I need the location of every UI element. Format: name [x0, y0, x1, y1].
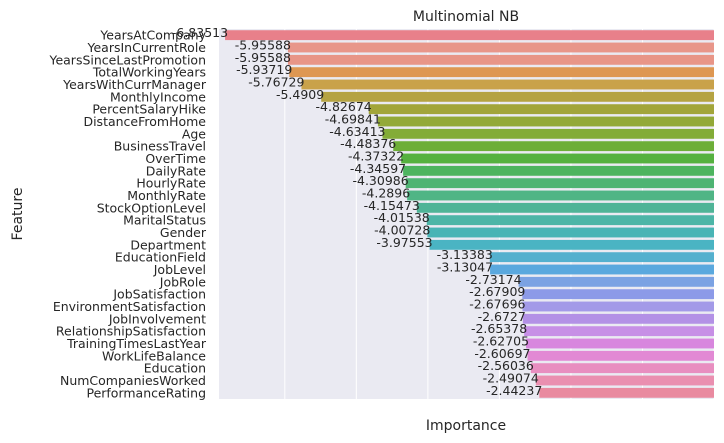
- data-labels: -6.83513-5.95588-5.95588-5.93719-5.76729…: [172, 25, 542, 398]
- bar: [522, 301, 714, 312]
- y-tick-label: YearsWithCurrManager: [62, 77, 207, 92]
- y-tick-label: JobInvolvement: [108, 311, 206, 326]
- data-label: -3.97553: [376, 235, 432, 250]
- bar: [407, 190, 714, 201]
- y-tick-label: Department: [130, 237, 206, 252]
- y-tick-label: TrainingTimesLastYear: [66, 336, 207, 351]
- bar: [427, 227, 714, 238]
- y-tick-label: WorkLifeBalance: [102, 348, 206, 363]
- y-tick-label: JobLevel: [153, 262, 206, 277]
- y-tick-label: PerformanceRating: [86, 385, 206, 400]
- bar: [426, 215, 714, 226]
- bar: [368, 104, 714, 115]
- bar: [321, 91, 714, 102]
- y-tick-label: YearsSinceLastPromotion: [48, 52, 206, 67]
- bar: [287, 42, 714, 53]
- data-label: -2.60697: [474, 346, 530, 361]
- y-tick-label: TotalWorkingYears: [92, 65, 206, 80]
- y-tick-label: Gender: [160, 225, 207, 240]
- bar: [490, 264, 714, 275]
- bar: [527, 350, 714, 361]
- bar: [405, 178, 714, 189]
- data-label: -5.76729: [248, 75, 304, 90]
- data-label: -2.56036: [478, 358, 534, 373]
- plot-background: [219, 29, 714, 399]
- y-tick-label: JobRole: [159, 274, 207, 289]
- data-label: -5.4909: [276, 87, 324, 102]
- bar: [530, 363, 714, 374]
- data-label: -4.00728: [374, 223, 430, 238]
- bar: [403, 165, 714, 176]
- chart-title: Multinomial NB: [413, 9, 519, 25]
- data-label: -2.65378: [471, 321, 527, 336]
- y-tick-label: YearsInCurrentRole: [87, 40, 207, 55]
- data-label: -2.67909: [469, 284, 525, 299]
- bar: [301, 79, 714, 90]
- y-tick-label: StockOptionLevel: [97, 200, 206, 215]
- y-tick-label: Age: [182, 126, 206, 141]
- data-label: -4.37322: [348, 149, 404, 164]
- data-label: -4.82674: [316, 99, 372, 114]
- y-tick-label: BusinessTravel: [114, 139, 206, 154]
- data-label: -3.13047: [437, 260, 493, 275]
- data-label: -4.69841: [325, 112, 381, 127]
- y-tick-label: PercentSalaryHike: [92, 102, 206, 117]
- data-label: -5.95588: [235, 50, 291, 65]
- bar: [225, 30, 714, 41]
- bars-group: [225, 30, 714, 398]
- bar: [429, 239, 714, 250]
- data-label: -2.6727: [478, 309, 526, 324]
- bar: [524, 326, 714, 337]
- y-tick-label: EnvironmentSatisfaction: [53, 299, 206, 314]
- y-tick-label: HourlyRate: [136, 176, 206, 191]
- bar: [489, 252, 714, 263]
- y-tick-label: MonthlyRate: [127, 188, 206, 203]
- data-label: -4.2896: [362, 186, 410, 201]
- y-tick-label: MaritalStatus: [123, 213, 206, 228]
- bar: [393, 141, 714, 152]
- y-tick-label: YearsAtCompany: [99, 28, 206, 43]
- data-label: -4.15473: [364, 198, 420, 213]
- y-tick-label: Education: [144, 361, 206, 376]
- bar: [287, 54, 714, 65]
- bar: [377, 116, 714, 127]
- grid-lines: [284, 29, 715, 399]
- data-label: -2.49074: [483, 371, 539, 386]
- data-label: -2.67696: [469, 297, 525, 312]
- data-label: -4.34597: [350, 161, 406, 176]
- y-tick-label: EducationField: [115, 250, 206, 265]
- y-tick-label: DailyRate: [146, 163, 207, 178]
- y-tick-label: DistanceFromHome: [83, 114, 206, 129]
- data-label: -6.83513: [172, 25, 228, 40]
- bar: [382, 128, 714, 139]
- y-tick-labels: YearsAtCompanyYearsInCurrentRoleYearsSin…: [48, 28, 206, 401]
- data-label: -4.63413: [329, 124, 385, 139]
- bar: [522, 289, 714, 300]
- data-label: -4.30986: [353, 173, 409, 188]
- data-label: -4.01538: [374, 210, 430, 225]
- y-tick-label: NumCompaniesWorked: [60, 373, 206, 388]
- data-label: -2.62705: [473, 334, 529, 349]
- y-tick-label: JobSatisfaction: [112, 287, 206, 302]
- y-axis-label: Feature: [10, 188, 26, 241]
- bar: [539, 387, 714, 398]
- data-label: -2.73174: [465, 272, 521, 287]
- data-label: -5.93719: [236, 62, 292, 77]
- bar: [518, 276, 714, 287]
- bar: [289, 67, 714, 78]
- y-tick-label: MonthlyIncome: [110, 89, 206, 104]
- y-tick-label: OverTime: [145, 151, 206, 166]
- data-label: -4.48376: [340, 136, 396, 151]
- bar: [522, 313, 714, 324]
- data-label: -5.95588: [235, 38, 291, 53]
- bar: [401, 153, 714, 164]
- bar: [526, 338, 714, 349]
- bar: [416, 202, 714, 213]
- data-label: -2.44237: [486, 383, 542, 398]
- bar: [535, 375, 714, 386]
- data-label: -3.13383: [437, 247, 493, 262]
- x-axis-label: Importance: [426, 418, 506, 434]
- y-tick-label: RelationshipSatisfaction: [56, 324, 206, 339]
